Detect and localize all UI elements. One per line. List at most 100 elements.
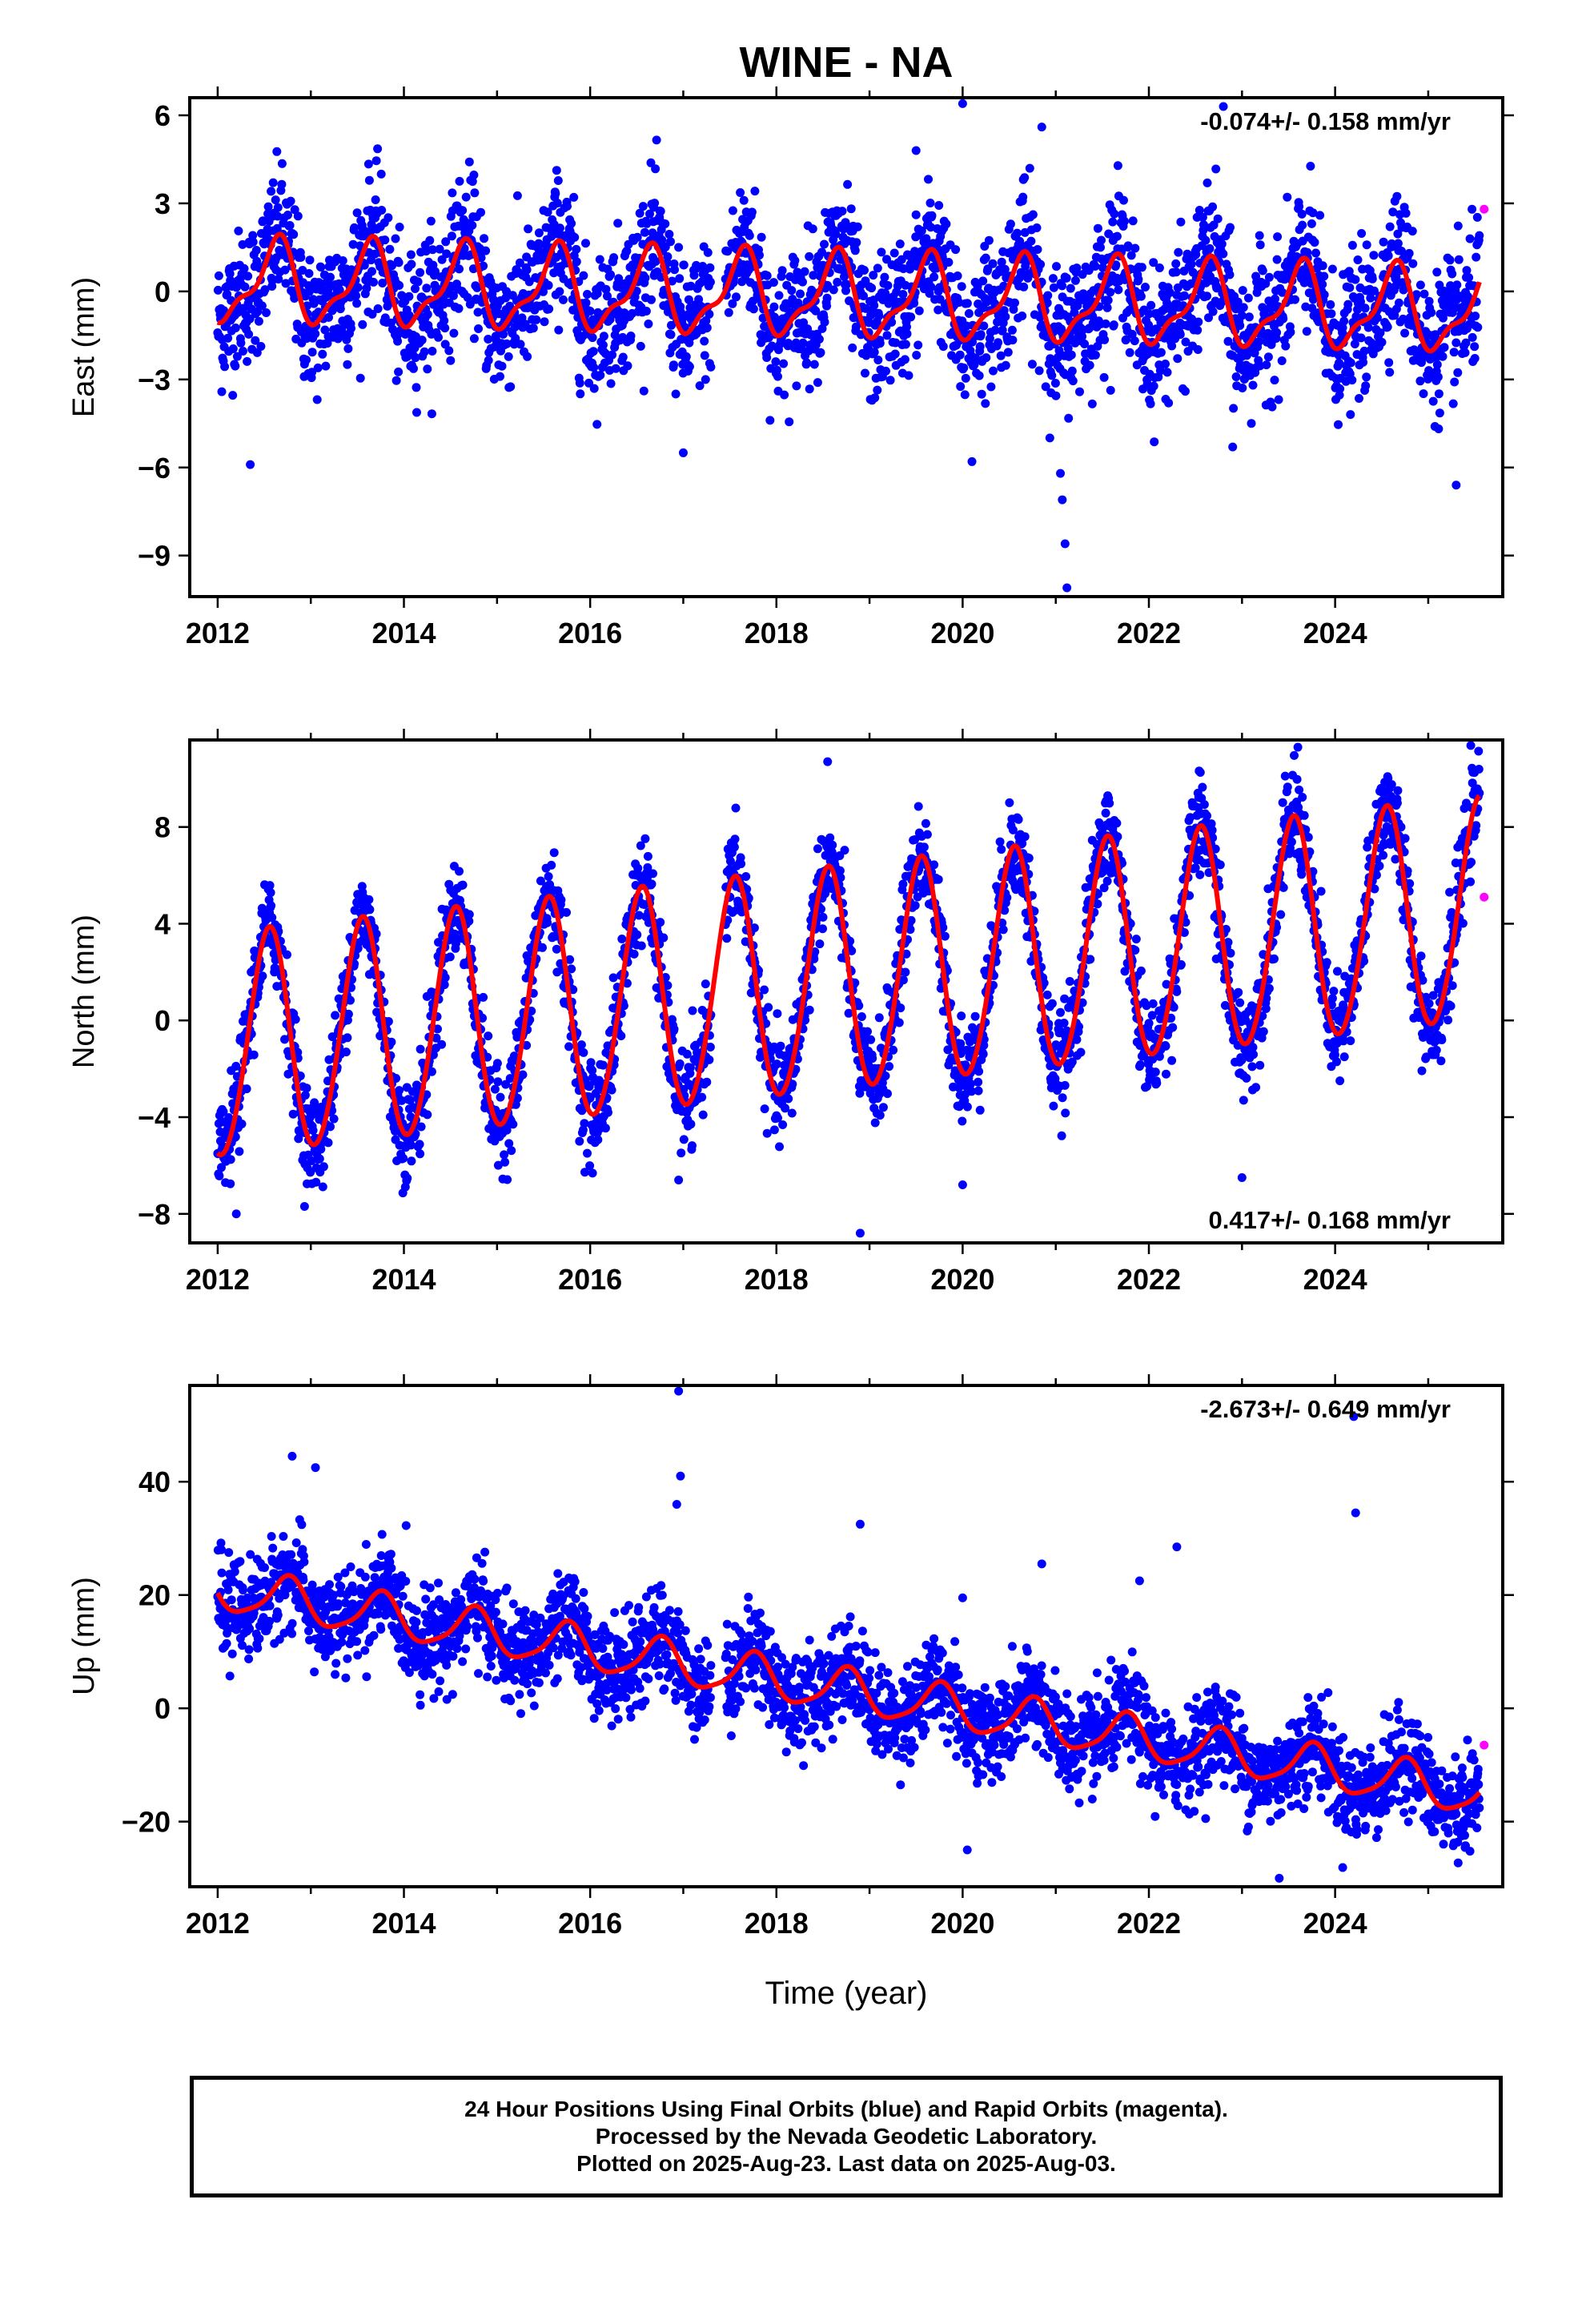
final-orbit-point	[387, 261, 396, 271]
final-orbit-point	[765, 416, 775, 425]
final-orbit-point	[722, 934, 732, 943]
final-orbit-point	[1347, 376, 1357, 385]
final-orbit-point	[1080, 340, 1090, 348]
final-orbit-point	[616, 1031, 626, 1040]
final-orbit-point	[957, 1011, 966, 1021]
final-orbit-point	[1187, 314, 1197, 324]
final-orbit-point	[1415, 376, 1425, 386]
final-orbit-point	[978, 276, 988, 286]
final-orbit-point	[805, 1005, 814, 1015]
final-orbit-point	[878, 1103, 888, 1112]
final-orbit-point	[483, 1052, 492, 1062]
final-orbit-point	[1019, 282, 1029, 292]
final-orbit-point	[583, 290, 592, 299]
final-orbit-point	[940, 931, 950, 941]
final-orbit-point	[455, 866, 464, 876]
final-orbit-point	[1049, 283, 1058, 292]
final-orbit-point	[1272, 255, 1282, 264]
final-orbit-point	[1104, 229, 1114, 239]
final-orbit-point	[749, 304, 758, 314]
final-orbit-point	[1238, 384, 1247, 392]
final-orbit-point	[885, 376, 895, 385]
panel-east: 2012 2014 2016 2018 2020 2022 2024630−3−6−9Eas…	[67, 86, 1514, 649]
final-orbit-point	[569, 192, 579, 202]
final-orbit-point	[677, 1148, 686, 1158]
final-orbit-point	[580, 1119, 589, 1128]
final-orbit-point	[240, 282, 250, 292]
final-orbit-point	[1346, 410, 1355, 420]
final-orbit-point	[1176, 217, 1186, 227]
final-orbit-point	[226, 1155, 235, 1164]
final-orbit-point	[638, 202, 648, 211]
final-orbit-point	[235, 1147, 244, 1156]
final-orbit-point	[515, 258, 524, 267]
final-orbit-point	[870, 393, 880, 403]
final-orbit-point	[1042, 298, 1052, 308]
final-orbit-point	[697, 1092, 707, 1102]
final-orbit-point	[684, 295, 693, 304]
final-orbit-point	[428, 245, 437, 255]
final-orbit-point	[262, 308, 271, 317]
final-orbit-point	[813, 378, 822, 388]
final-orbit-point	[609, 253, 619, 263]
final-orbit-point	[875, 339, 885, 348]
final-orbit-point	[800, 267, 809, 276]
final-orbit-point	[1453, 368, 1463, 377]
final-orbit-point	[695, 381, 705, 391]
final-orbit-point	[312, 395, 322, 404]
final-orbit-point	[355, 373, 365, 383]
final-orbit-point	[1471, 312, 1480, 321]
final-orbit-point	[1205, 243, 1215, 253]
final-orbit-point	[606, 270, 616, 279]
final-orbit-point	[1360, 304, 1370, 313]
final-orbit-point	[599, 332, 608, 341]
final-orbit-point	[598, 340, 608, 350]
final-orbit-point	[437, 1039, 447, 1049]
final-orbit-point	[1433, 372, 1443, 382]
final-orbit-point	[306, 1168, 315, 1177]
final-orbit-point	[875, 1111, 885, 1120]
final-orbit-point	[1369, 286, 1379, 296]
final-orbit-point	[493, 1077, 503, 1087]
final-orbit-point	[1238, 286, 1247, 296]
final-orbit-point	[1434, 389, 1443, 399]
final-orbit-point	[1047, 371, 1057, 380]
final-orbit-point	[807, 285, 817, 295]
final-orbit-point	[651, 164, 661, 174]
final-orbit-point	[409, 364, 418, 373]
x-tick-label: 2020	[930, 617, 994, 649]
final-orbit-point	[492, 1059, 502, 1068]
final-orbit-point	[543, 207, 552, 217]
final-orbit-point	[921, 234, 931, 243]
final-orbit-point	[585, 307, 595, 316]
final-orbit-point	[243, 356, 252, 366]
final-orbit-point	[1201, 235, 1211, 245]
final-orbit-point	[476, 207, 485, 217]
final-orbit-point	[272, 223, 282, 233]
final-orbit-point	[454, 304, 464, 313]
final-orbit-point	[831, 230, 841, 239]
final-orbit-point	[990, 325, 1000, 335]
final-orbit-point	[938, 342, 948, 352]
final-orbit-point	[1212, 283, 1222, 293]
final-orbit-point	[1445, 255, 1455, 265]
final-orbit-point	[446, 356, 456, 365]
final-orbit-point	[448, 188, 457, 198]
final-orbit-point	[425, 235, 435, 245]
final-orbit-point	[1270, 376, 1279, 385]
final-orbit-point	[685, 1063, 695, 1072]
final-orbit-point	[432, 284, 442, 293]
final-orbit-point	[1419, 389, 1428, 399]
final-orbit-point	[395, 280, 404, 290]
final-orbit-point	[1067, 366, 1077, 376]
final-orbit-point	[1066, 350, 1076, 360]
y-tick-label: 3	[155, 187, 171, 220]
final-orbit-point	[1291, 295, 1299, 304]
final-orbit-point	[506, 382, 516, 392]
final-orbit-point	[1397, 247, 1406, 255]
final-orbit-point	[953, 271, 962, 280]
final-orbit-point	[367, 309, 377, 319]
final-orbit-point	[588, 347, 598, 356]
final-orbit-point	[889, 248, 899, 258]
final-orbit-point	[277, 159, 287, 168]
